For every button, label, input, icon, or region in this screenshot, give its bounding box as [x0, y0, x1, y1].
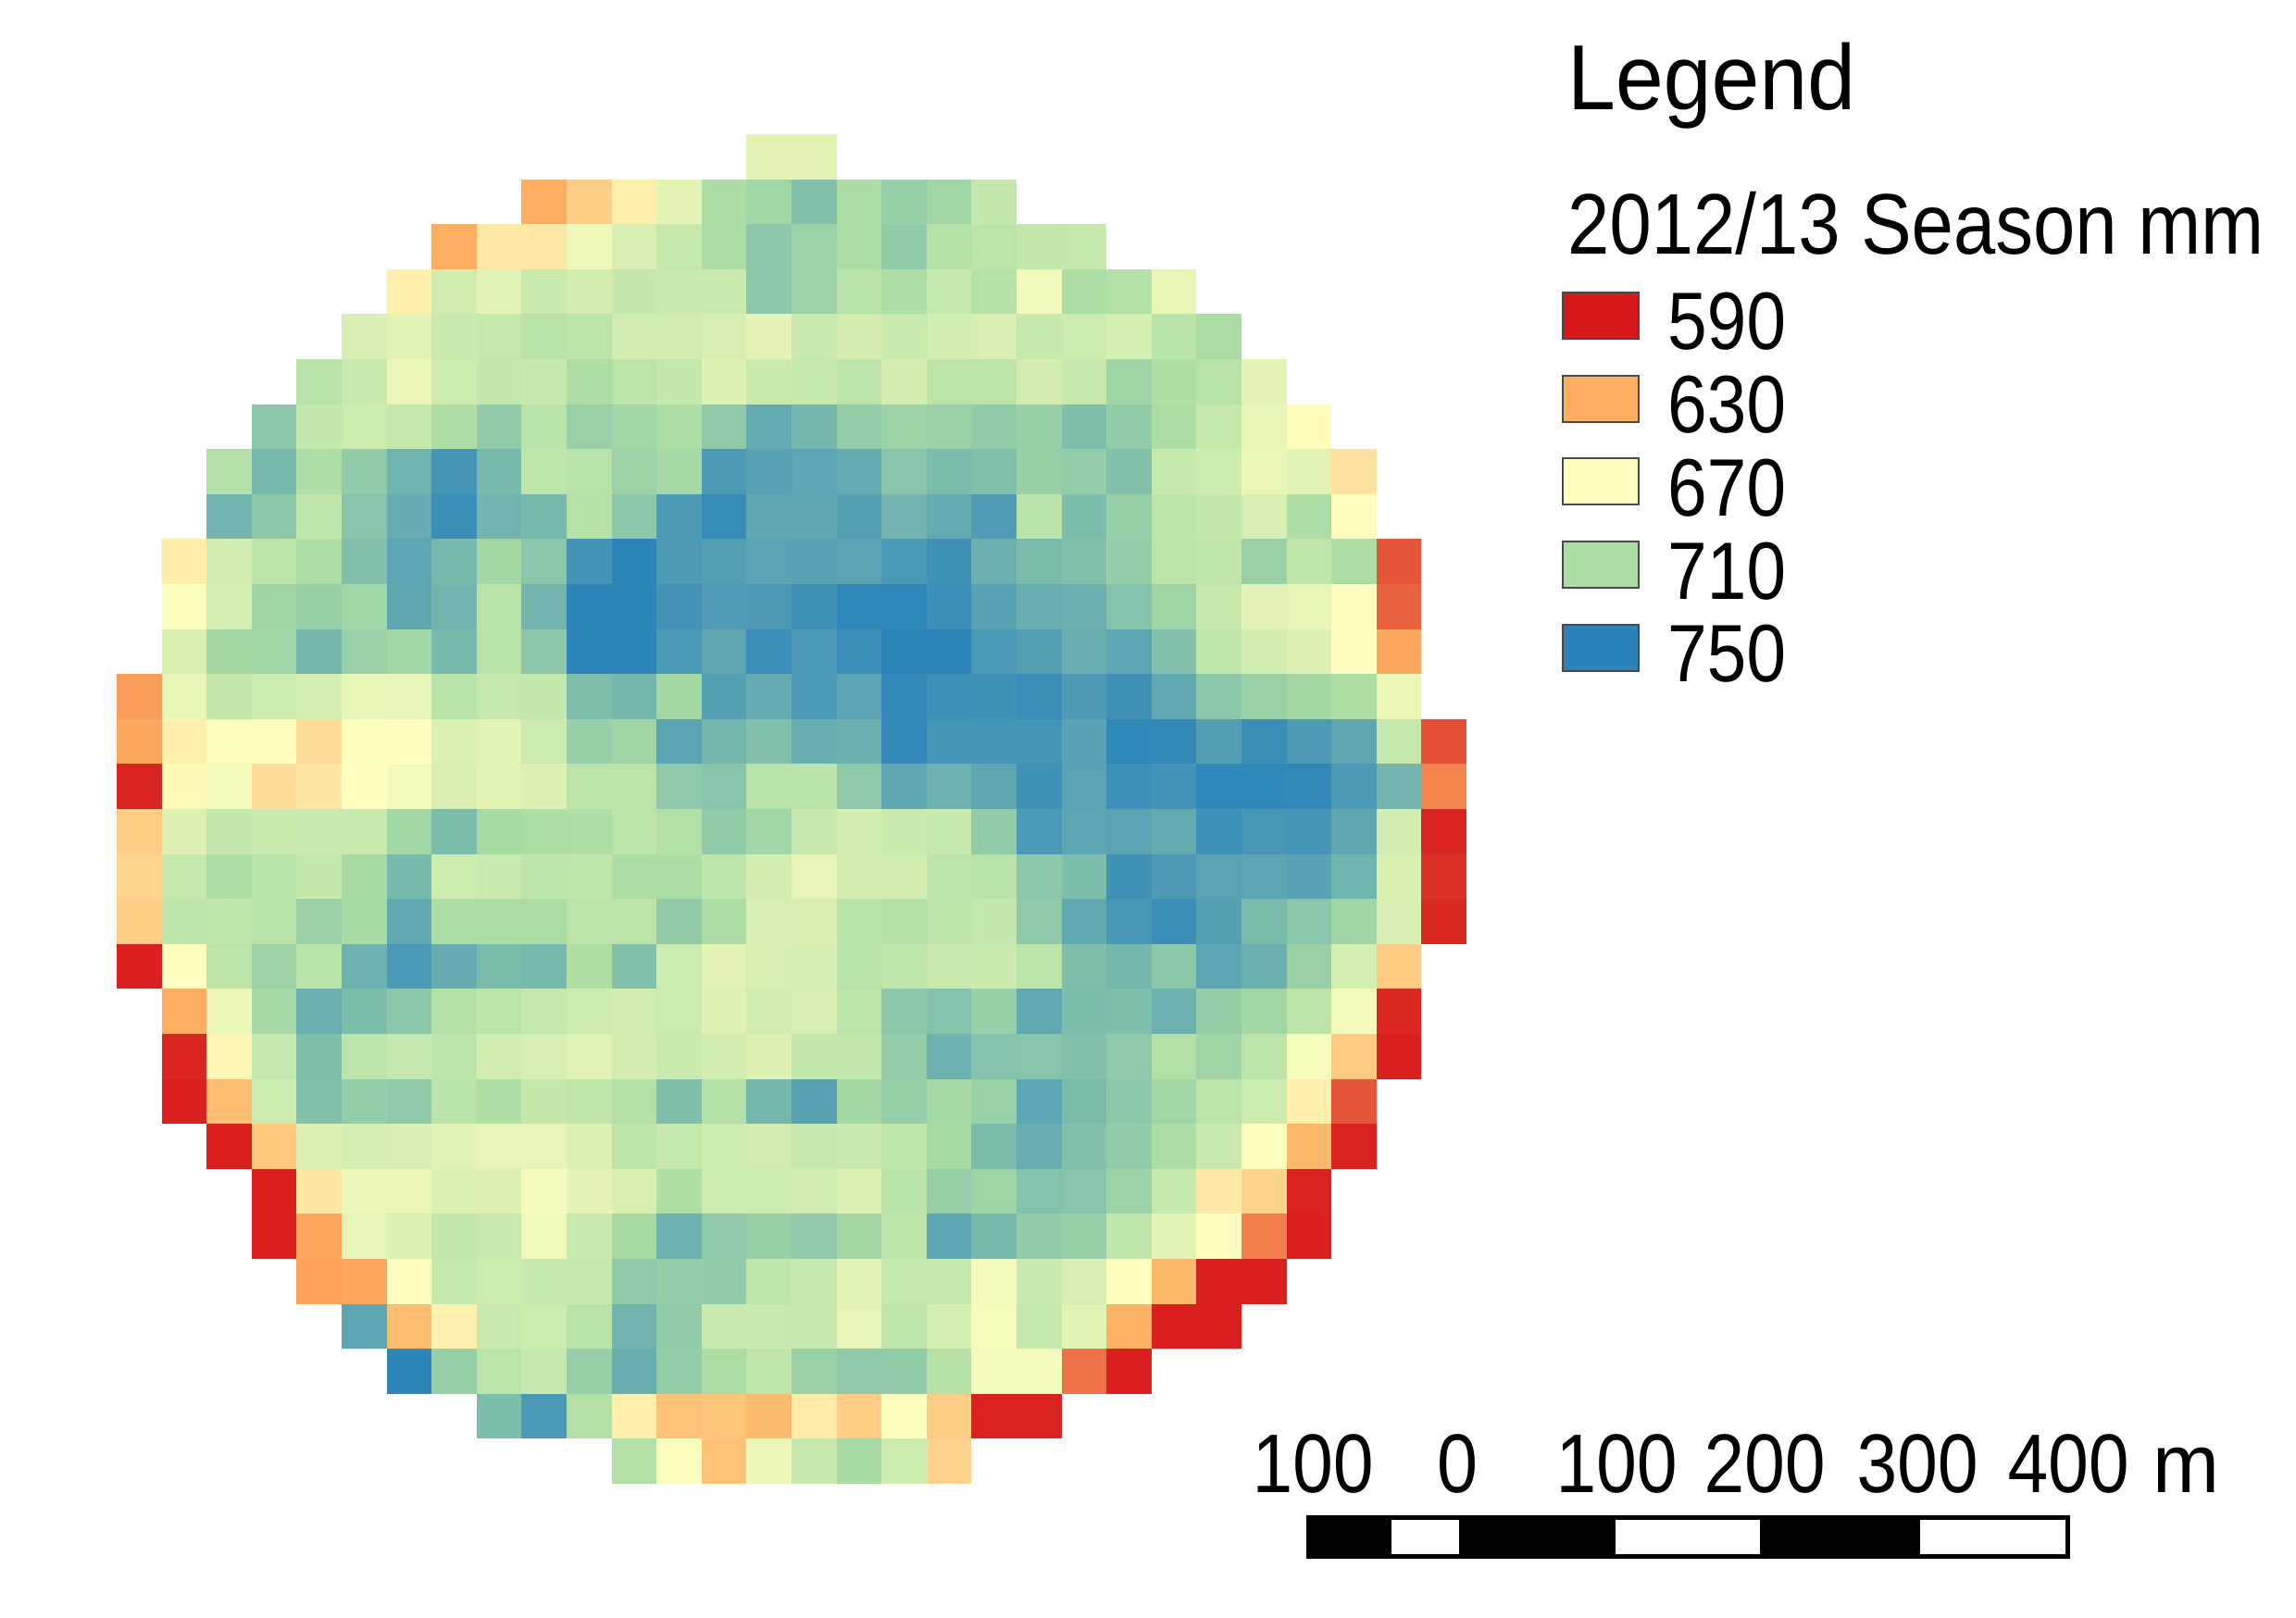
svg-text:710: 710	[1667, 525, 1786, 616]
svg-text:100: 100	[1556, 1418, 1678, 1511]
svg-text:590: 590	[1667, 275, 1786, 367]
svg-text:750: 750	[1667, 607, 1786, 699]
svg-text:m: m	[2152, 1418, 2219, 1511]
svg-text:630: 630	[1667, 358, 1786, 450]
svg-text:0: 0	[1437, 1418, 1478, 1511]
svg-text:2012/13 Season mm: 2012/13 Season mm	[1567, 176, 2264, 272]
svg-text:Legend: Legend	[1567, 26, 1855, 130]
svg-text:200: 200	[1704, 1418, 1826, 1511]
svg-text:670: 670	[1667, 442, 1786, 533]
svg-text:100: 100	[1253, 1418, 1374, 1511]
svg-text:400: 400	[2008, 1418, 2129, 1511]
svg-text:300: 300	[1857, 1418, 1978, 1511]
